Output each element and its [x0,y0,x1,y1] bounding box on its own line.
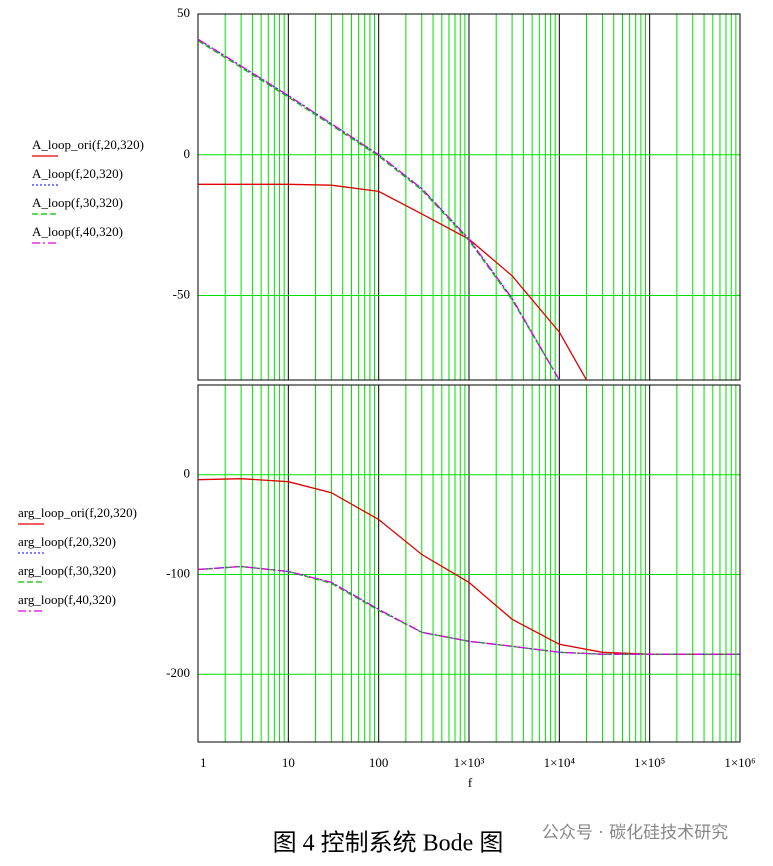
plot-frame [197,384,741,743]
y-tick-label: -200 [166,665,190,680]
x-tick-label: 100 [369,755,389,770]
plot-lines [198,38,588,380]
x-axis-label: f [468,775,473,790]
caption: 图 4 控制系统 Bode 图 [273,830,504,857]
x-tick-label: 1×10⁶ [724,755,755,770]
y-tick-label: 50 [177,5,190,20]
legend-label: arg_loop_ori(f,20,320) [18,505,137,520]
plot-lines [198,478,740,655]
x-tick-label: 1×10⁴ [544,755,576,770]
plot-frame [197,13,741,381]
y-tick-label: -50 [173,287,190,302]
legend-label: arg_loop(f,20,320) [18,534,116,549]
y-tick-label: -100 [166,565,190,580]
legend-label: A_loop(f,30,320) [32,195,123,210]
y-tick-label: 0 [184,146,191,161]
legend-label: A_loop_ori(f,20,320) [32,137,144,152]
series-line [198,565,740,655]
series-line [198,183,588,380]
series-line [198,478,740,655]
legend-label: A_loop(f,20,320) [32,166,123,181]
x-tick-label: 1×10⁵ [634,755,665,770]
x-tick-label: 10 [282,755,295,770]
series-line [198,40,560,380]
legend-label: A_loop(f,40,320) [32,224,123,239]
x-tick-label: 1×10³ [454,755,485,770]
x-tick-label: 1 [200,755,207,770]
y-tick-label: 0 [184,466,191,481]
legend-label: arg_loop(f,40,320) [18,592,116,607]
legend-label: arg_loop(f,30,320) [18,563,116,578]
series-line [198,38,560,380]
watermark: 公众号 · 碳化硅技术研究 [542,823,728,843]
